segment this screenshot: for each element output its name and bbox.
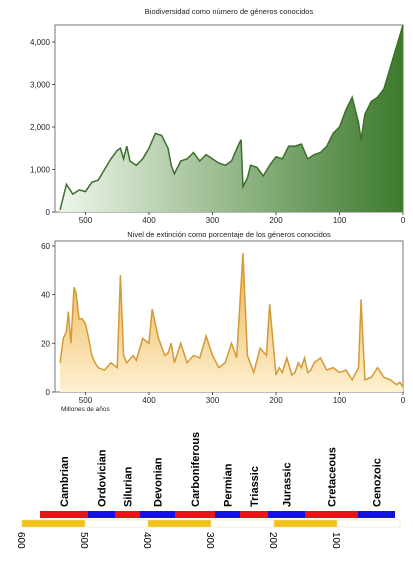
period-label: Carboniferous bbox=[190, 432, 202, 507]
x-tick-label: 300 bbox=[206, 396, 220, 405]
line bbox=[59, 24, 404, 211]
scale-label: 100 bbox=[330, 532, 341, 549]
y-tick-label: 2,000 bbox=[30, 123, 51, 132]
scale-band bbox=[21, 519, 86, 528]
x-tick-label: 200 bbox=[269, 396, 283, 405]
x-tick-label: 400 bbox=[142, 396, 156, 405]
period-segment bbox=[88, 511, 115, 518]
scale-band bbox=[84, 519, 149, 528]
scale-label: 300 bbox=[204, 532, 215, 549]
y-tick-label: 3,000 bbox=[30, 81, 51, 90]
scale-label: 200 bbox=[267, 532, 278, 549]
period-segment bbox=[40, 511, 88, 518]
period-label: Cenozoic bbox=[372, 458, 384, 507]
area bbox=[60, 25, 403, 212]
scale-label: 400 bbox=[141, 532, 152, 549]
y-tick-label: 1,000 bbox=[30, 166, 51, 175]
period-label: Permian bbox=[223, 463, 235, 507]
x-tick-label: 0 bbox=[401, 216, 406, 225]
period-label: Jurassic bbox=[282, 462, 294, 507]
period-segment bbox=[115, 511, 140, 518]
period-segment bbox=[268, 511, 305, 518]
x-tick-label: 100 bbox=[333, 396, 347, 405]
period-segment bbox=[240, 511, 268, 518]
line bbox=[59, 253, 404, 388]
period-label: Triassic bbox=[249, 466, 261, 507]
x-tick-label: 200 bbox=[269, 216, 283, 225]
x-tick-label: 0 bbox=[401, 396, 406, 405]
period-segment bbox=[305, 511, 358, 518]
y-tick-label: 0 bbox=[46, 208, 51, 217]
y-tick-label: 20 bbox=[41, 339, 50, 348]
scale-band bbox=[147, 519, 212, 528]
y-tick-label: 4,000 bbox=[30, 38, 51, 47]
x-tick-label: 300 bbox=[206, 216, 220, 225]
x-tick-label: 100 bbox=[333, 216, 347, 225]
period-label: Cambrian bbox=[59, 456, 71, 507]
period-segment bbox=[215, 511, 240, 518]
y-tick-label: 40 bbox=[41, 291, 50, 300]
scale-band bbox=[273, 519, 338, 528]
x-tick-label: 500 bbox=[79, 216, 93, 225]
period-label: Silurian bbox=[123, 466, 135, 507]
area bbox=[60, 253, 403, 392]
period-segment bbox=[175, 511, 215, 518]
scale-band bbox=[210, 519, 275, 528]
period-label: Cretaceous bbox=[327, 447, 339, 507]
scale-band bbox=[336, 519, 401, 528]
x-tick-label: 400 bbox=[142, 216, 156, 225]
scale-label: 600 bbox=[15, 532, 26, 549]
chart-title: Nivel de extinción como porcentaje de lo… bbox=[127, 230, 331, 239]
y-tick-label: 60 bbox=[41, 242, 50, 251]
period-segment bbox=[140, 511, 175, 518]
period-label: Ordovician bbox=[97, 449, 109, 507]
x-tick-label: 500 bbox=[79, 396, 93, 405]
scale-label: 500 bbox=[78, 532, 89, 549]
period-label: Devonian bbox=[153, 457, 165, 507]
x-axis-label: Millones de años bbox=[61, 406, 111, 413]
chart-title: Biodiversidad como número de géneros con… bbox=[145, 7, 314, 16]
y-tick-label: 0 bbox=[46, 388, 51, 397]
period-segment bbox=[358, 511, 395, 518]
